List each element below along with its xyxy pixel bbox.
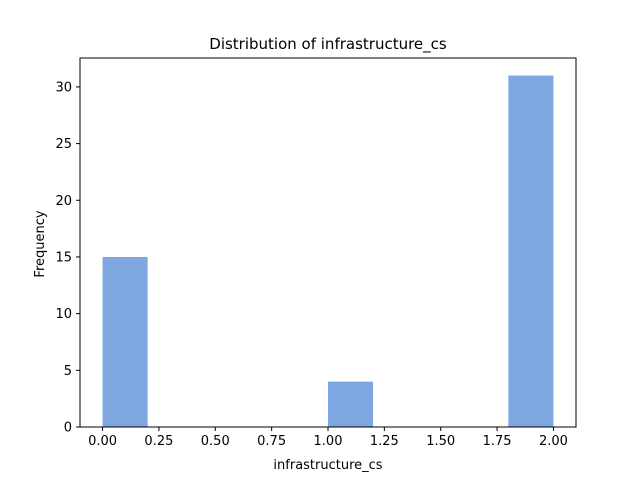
histogram-bar-9 bbox=[508, 75, 554, 428]
y-tick-label: 0 bbox=[64, 421, 72, 436]
y-tick-label: 5 bbox=[64, 364, 72, 379]
y-tick-label: 15 bbox=[55, 250, 72, 265]
histogram-bar-0 bbox=[102, 256, 148, 427]
chart-title: Distribution of infrastructure_cs bbox=[209, 35, 447, 54]
x-tick-label: 2.00 bbox=[539, 434, 568, 449]
y-tick-label: 25 bbox=[55, 137, 72, 152]
y-tick-label: 10 bbox=[55, 307, 72, 322]
x-tick-label: 0.00 bbox=[88, 434, 117, 449]
x-tick-label: 1.50 bbox=[426, 434, 455, 449]
x-tick-label: 1.75 bbox=[483, 434, 512, 449]
y-tick-label: 30 bbox=[55, 80, 72, 95]
x-tick-label: 1.25 bbox=[370, 434, 399, 449]
x-tick-label: 1.00 bbox=[314, 434, 343, 449]
bars-layer bbox=[102, 75, 554, 428]
ticks-layer: 0.00 0.25 0.50 0.75 1.00 1.25 1.50 1.75 2.00 0 5 10… bbox=[55, 80, 567, 449]
y-tick-label: 20 bbox=[55, 194, 72, 209]
x-tick-label: 0.50 bbox=[201, 434, 230, 449]
histogram-bar-5 bbox=[328, 381, 374, 427]
x-tick-label: 0.25 bbox=[144, 434, 173, 449]
y-axis-label: Frequency bbox=[33, 210, 48, 277]
x-tick-label: 0.75 bbox=[257, 434, 286, 449]
x-axis-label: infrastructure_cs bbox=[273, 458, 382, 473]
